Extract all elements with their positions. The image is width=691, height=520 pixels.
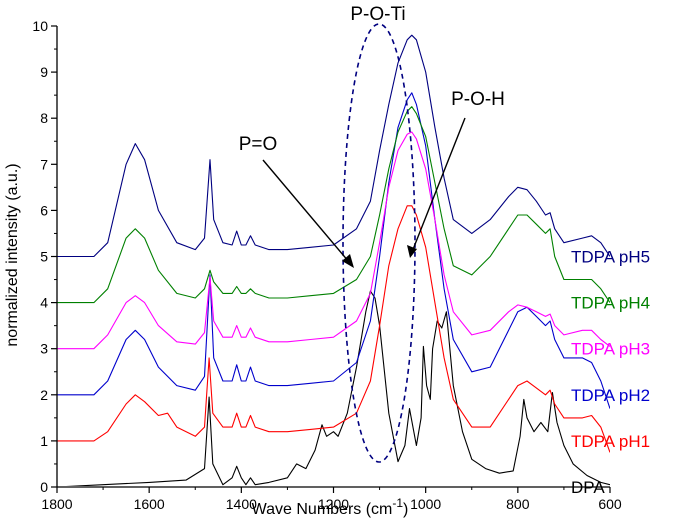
series-label-tdpa-ph1: TDPA pH1 [571,432,650,451]
p-eq-o-arrow-head [342,254,354,268]
x-tick-label: 1800 [41,496,72,512]
series-label-tdpa-ph2: TDPA pH2 [571,386,650,405]
y-tick-label: 4 [40,295,48,311]
x-tick-label: 1200 [318,496,349,512]
y-axis-title: normalized intensity (a.u.) [4,163,21,346]
y-tick-label: 7 [40,156,48,172]
x-tick-label: 800 [506,496,530,512]
x-axis: 1800 1600 1400 1200 1000 800 600 [41,487,622,512]
y-tick-label: 1 [40,433,48,449]
y-tick-label: 3 [40,341,48,357]
x-tick-label: 1600 [134,496,165,512]
series-line-tdpa-ph5 [57,34,610,258]
series-label-dpa: DPA [571,478,605,497]
series-labels: DPA TDPA pH1 TDPA pH2 TDPA pH3 TDPA pH4 TDPA … [571,248,650,498]
p-eq-o-arrow-line [262,159,350,263]
x-tick-label: 600 [598,496,622,512]
series-label-tdpa-ph5: TDPA pH5 [571,248,650,267]
x-tick-label: 1400 [226,496,257,512]
annotation-arrows [262,117,466,268]
series-label-tdpa-ph4: TDPA pH4 [571,294,650,313]
series-label-tdpa-ph3: TDPA pH3 [571,340,650,359]
series-line-tdpa-ph3 [57,131,610,350]
x-tick-label: 1000 [410,496,441,512]
y-tick-label: 9 [40,64,48,80]
p-o-ti-label: P-O-Ti [350,4,405,25]
y-tick-label: 5 [40,249,48,265]
y-tick-label: 6 [40,202,48,218]
x-axis-title: Wave Numbers (cm-1) [252,496,409,518]
p-o-h-label: P-O-H [451,89,505,110]
y-tick-label: 2 [40,387,48,403]
series-line-dpa [66,290,610,486]
series-line-tdpa-ph1 [57,205,610,453]
y-axis: 0 1 2 3 4 5 6 7 8 9 10 [32,18,57,495]
series-line-tdpa-ph4 [57,106,610,304]
series-line-tdpa-ph2 [57,92,610,409]
p-eq-o-label: P=O [239,134,278,155]
y-tick-label: 8 [40,110,48,126]
p-o-h-arrow-line [411,117,466,253]
spectra-curves [57,34,610,486]
y-tick-label: 0 [40,479,48,495]
p-o-h-arrow-head [407,245,417,258]
y-tick-label: 10 [32,18,48,34]
